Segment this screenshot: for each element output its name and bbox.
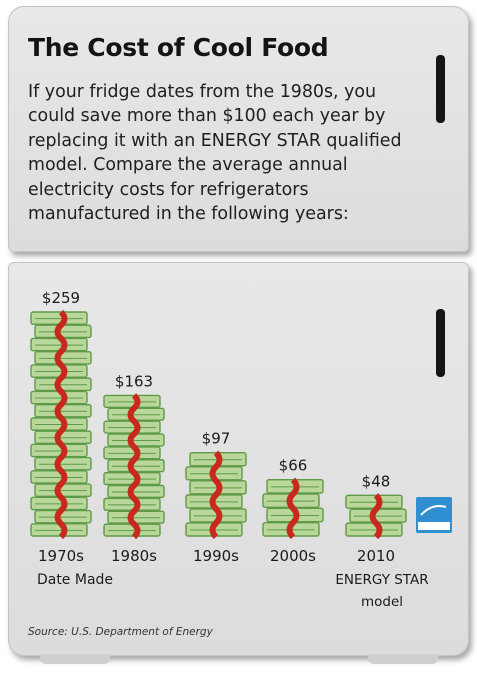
bar-2010 (345, 493, 407, 540)
money-band (369, 493, 383, 540)
lower-handle (436, 309, 445, 377)
bar-1980s (103, 393, 165, 540)
category-label: 1980s (111, 547, 157, 565)
energy-star-logo-band (418, 522, 450, 530)
category-note-line2: model (361, 594, 403, 610)
money-band (54, 309, 68, 540)
money-band (286, 477, 300, 540)
intro-text: If your fridge dates from the 1980s, you… (28, 82, 402, 225)
fridge-foot-right (368, 654, 438, 664)
money-band (127, 393, 141, 540)
value-label: $259 (42, 289, 80, 307)
value-label: $163 (115, 372, 153, 390)
bar-1970s (30, 309, 92, 540)
value-label: $97 (202, 430, 231, 448)
chart-title: The Cost of Cool Food (28, 33, 329, 62)
category-note-line1: ENERGY STAR (335, 572, 428, 588)
value-label: $48 (362, 472, 391, 490)
category-label: 2010 (357, 547, 395, 565)
energy-star-logo-swoosh (420, 505, 447, 516)
category-label: 1970s (38, 547, 84, 565)
category-label: 2000s (270, 547, 316, 565)
money-band (209, 450, 223, 540)
x-axis-label: Date Made (37, 572, 113, 588)
upper-handle (436, 55, 445, 123)
source-note: Source: U.S. Department of Energy (28, 626, 213, 638)
value-label: $66 (279, 457, 308, 475)
bar-2000s (262, 477, 324, 540)
money-bundle (103, 394, 161, 408)
bar-1990s (185, 450, 247, 540)
fridge-upper-door (8, 6, 469, 252)
fridge-foot-left (40, 654, 110, 664)
category-label: 1990s (193, 547, 239, 565)
